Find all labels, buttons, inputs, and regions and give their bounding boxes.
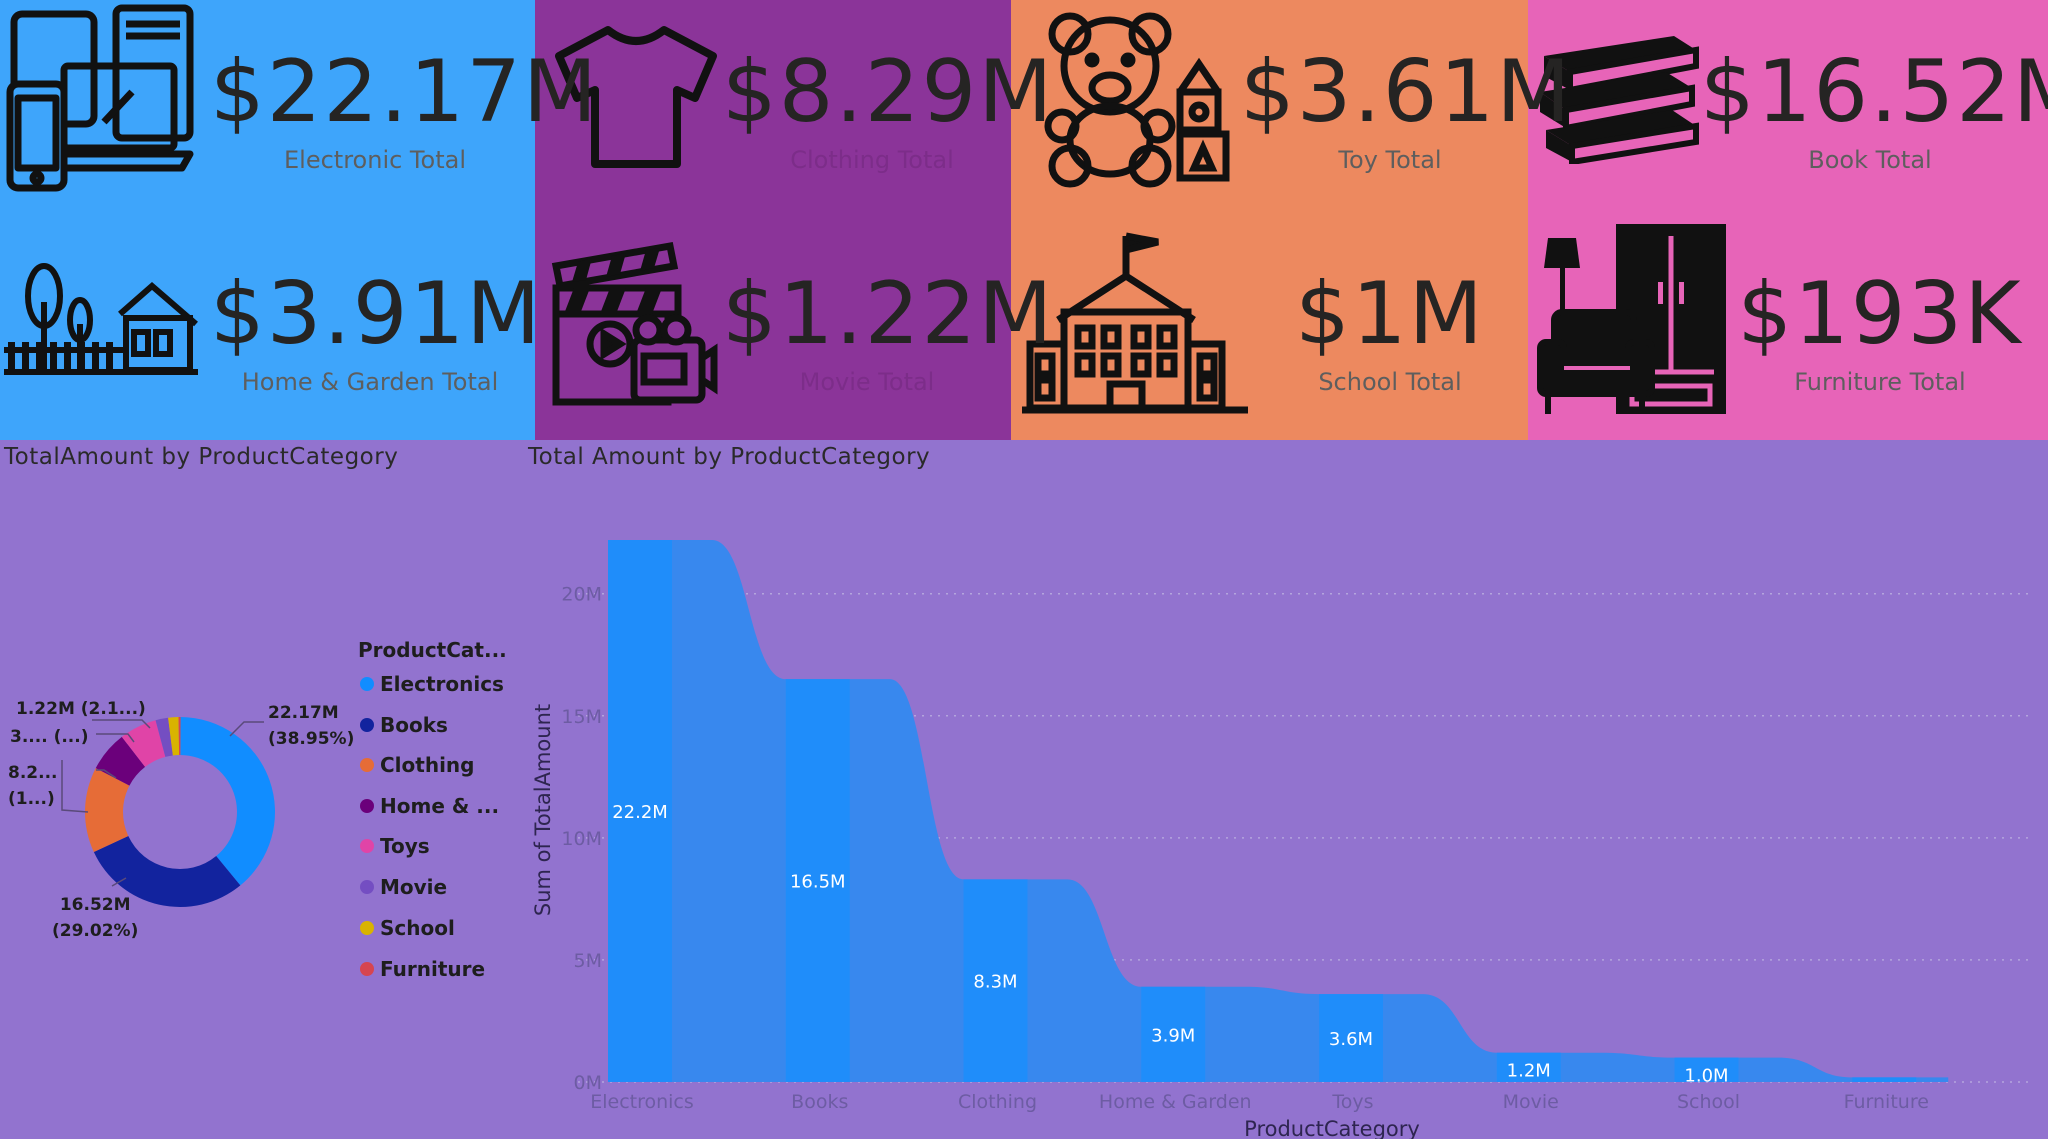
x-tick-label: Furniture <box>1844 1091 1929 1113</box>
x-tick-label: School <box>1677 1091 1740 1113</box>
donut-slice-toys[interactable] <box>121 720 166 767</box>
y-tick-label: 10M <box>561 828 602 850</box>
legend-dot <box>360 839 374 853</box>
legend-item-school[interactable]: School <box>360 916 455 940</box>
area-chart[interactable]: 0M 5M 10M 15M 20M 22.2M Electronics 16.5M Books 8… <box>520 480 2048 1139</box>
legend-dot <box>360 880 374 894</box>
books-icon <box>1540 36 1699 164</box>
data-label: 8.3M <box>973 972 1017 993</box>
bar-toys[interactable] <box>1319 994 1383 1082</box>
legend-item-books[interactable]: Books <box>360 713 448 737</box>
x-tick-label: Home & Garden <box>1099 1091 1252 1113</box>
donut-slice-electronics[interactable] <box>180 717 275 886</box>
donut-chart-title: TotalAmount by ProductCategory <box>4 444 399 470</box>
legend-item-furniture[interactable]: Furniture <box>360 957 485 981</box>
y-tick-label: 0M <box>574 1072 602 1094</box>
area-chart-title: Total Amount by ProductCategory <box>528 444 931 470</box>
legend-dot <box>360 677 374 691</box>
bar-furniture[interactable] <box>1852 1077 1917 1082</box>
donut-label-books: 16.52M (29.02%) <box>52 895 139 941</box>
furniture-total-label: Furniture Total <box>1794 368 1966 396</box>
donut-slice-books[interactable] <box>93 836 241 907</box>
movie-total-label: Movie Total <box>799 368 935 396</box>
y-tick-label: 20M <box>561 584 602 606</box>
donut-label-clothing: 8.2... (1...) <box>8 763 58 809</box>
bar-clothing[interactable] <box>963 879 1028 1082</box>
y-tick-label: 15M <box>561 706 602 728</box>
x-tick-label: Movie <box>1503 1091 1559 1113</box>
donut-label-movie: 1.22M (2.1...) <box>16 699 146 719</box>
legend-dot <box>360 799 374 813</box>
y-axis-title: Sum of TotalAmount <box>531 704 555 916</box>
data-label: 22.2M <box>612 802 668 823</box>
book-total-label: Book Total <box>1808 146 1932 174</box>
donut-label-electronics: 22.17M (38.95%) <box>268 703 355 749</box>
home-garden-total-value: $3.91M <box>210 264 543 364</box>
tshirt-icon <box>555 26 717 168</box>
clothing-total-label: Clothing Total <box>790 146 954 174</box>
legend-dot <box>360 921 374 935</box>
electronic-total-value: $22.17M <box>210 42 600 142</box>
x-tick-label: Electronics <box>590 1091 694 1113</box>
legend-item-home-garden[interactable]: Home & ... <box>360 794 499 818</box>
bar-movie[interactable] <box>1496 1052 1561 1082</box>
clapperboard-icon <box>551 241 718 406</box>
bar-electronics[interactable] <box>608 540 672 1082</box>
x-tick-label: Books <box>791 1091 848 1113</box>
school-total-label: School Total <box>1318 368 1462 396</box>
home-garden-total-label: Home & Garden Total <box>241 368 499 396</box>
toy-total-label: Toy Total <box>1338 146 1442 174</box>
kpi-tile-orange <box>1011 0 1528 440</box>
data-label: 3.9M <box>1151 1025 1195 1046</box>
data-label: 3.6M <box>1329 1029 1373 1050</box>
furniture-total-value: $193K <box>1737 264 2023 364</box>
legend-dot <box>360 962 374 976</box>
donut-slice-school[interactable] <box>168 717 180 756</box>
donut-slice-furniture[interactable] <box>178 717 181 756</box>
kpi-tile-blue <box>0 0 535 440</box>
toy-total-value: $3.61M <box>1240 42 1573 142</box>
data-label: 1.0M <box>1684 1066 1728 1087</box>
house-garden-icon <box>4 263 198 375</box>
x-axis-title: ProductCategory <box>1244 1117 1420 1139</box>
electronic-total-label: Electronic Total <box>284 146 466 174</box>
devices-icon <box>6 4 194 192</box>
area-series[interactable] <box>608 540 1957 1082</box>
x-tick-label: Toys <box>1331 1091 1373 1113</box>
school-total-value: $1M <box>1295 264 1485 364</box>
movie-total-value: $1.22M <box>722 264 1055 364</box>
donut-slice-clothing[interactable] <box>84 768 130 853</box>
book-total-value: $16.52M <box>1700 42 2048 142</box>
legend-dot <box>360 758 374 772</box>
bar-books[interactable] <box>785 679 850 1082</box>
donut-slice-movie[interactable] <box>155 717 173 757</box>
school-icon <box>1022 232 1248 414</box>
legend-item-electronics[interactable]: Electronics <box>360 672 504 696</box>
legend-title: ProductCat... <box>358 638 507 662</box>
legend-item-movie[interactable]: Movie <box>360 875 447 899</box>
legend-item-clothing[interactable]: Clothing <box>360 753 474 777</box>
data-label: 1.2M <box>1507 1061 1551 1082</box>
donut-leader-lines <box>61 719 264 887</box>
data-label: 16.5M <box>790 872 846 893</box>
y-tick-label: 5M <box>574 950 602 972</box>
x-tick-label: Clothing <box>958 1091 1037 1113</box>
legend-item-toys[interactable]: Toys <box>360 834 430 858</box>
teddy-bear-icon <box>1044 12 1230 188</box>
legend-dot <box>360 718 374 732</box>
bar-home-garden[interactable] <box>1141 986 1206 1082</box>
donut-label-home: 3.... (...) <box>10 727 89 747</box>
clothing-total-value: $8.29M <box>722 42 1055 142</box>
bar-school[interactable] <box>1674 1057 1739 1082</box>
furniture-icon <box>1537 224 1726 414</box>
